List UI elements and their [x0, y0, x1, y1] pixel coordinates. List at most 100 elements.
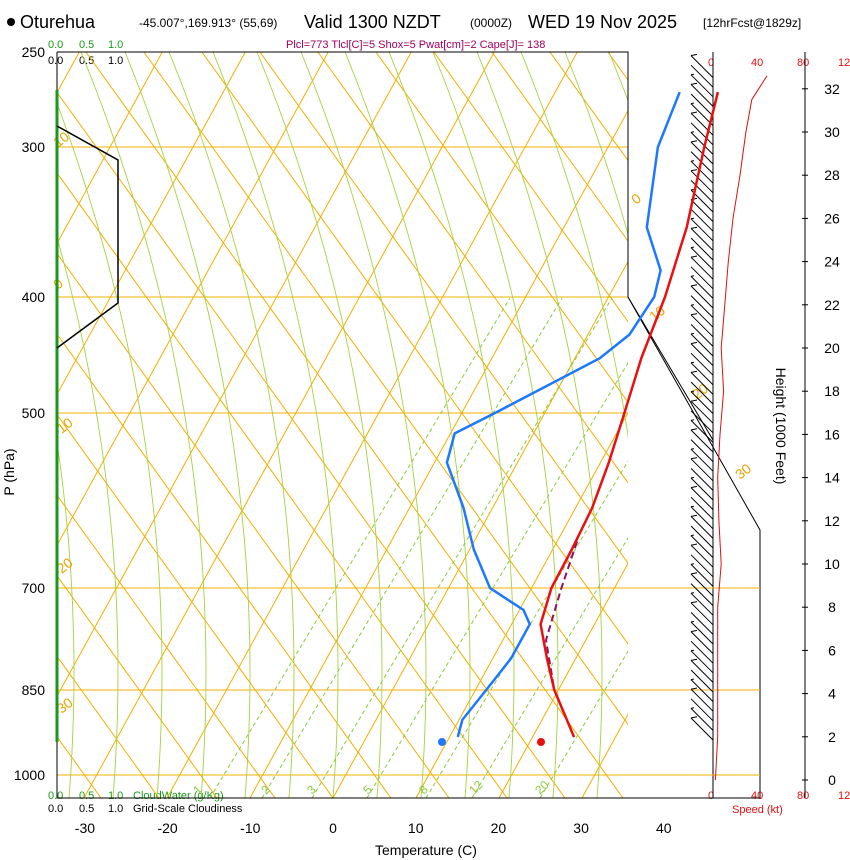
- mixing-ratio-label-6: 20: [532, 778, 552, 798]
- isotherm-label-5: 0: [628, 190, 644, 208]
- speed-tick-top-2: 80: [797, 57, 809, 69]
- cloud-scale-top2-2: 1.0: [108, 55, 123, 67]
- mixing-ratio-line-5: [471, 537, 628, 798]
- wind-barb-7: [690, 650, 714, 674]
- height-tick-2: 2: [828, 729, 836, 745]
- height-axis-label: Height (1000 Feet): [773, 368, 789, 485]
- wind-barb-flag-52: [690, 217, 695, 220]
- wind-barb-18: [690, 544, 714, 568]
- wind-barb-58: [690, 160, 714, 184]
- isotherm-20: [498, 562, 628, 798]
- moist-adiabat-11: [432, 52, 559, 798]
- wind-barb-flag-51: [690, 226, 698, 229]
- wind-barb-flag-22: [690, 505, 695, 508]
- wind-barb-flag-67: [690, 73, 695, 76]
- p-tick-850: 850: [22, 682, 46, 698]
- wind-barb-8: [690, 640, 714, 664]
- cloud-scale-top2-0: 0.0: [48, 55, 63, 67]
- dry-adiabat-18: [57, 91, 566, 798]
- wind-barb-30: [690, 429, 714, 453]
- speed-tick-top-3: 12: [838, 57, 850, 69]
- wind-barb-flag-34: [690, 390, 695, 393]
- temperature-line: [539, 91, 720, 738]
- wind-barb-34: [690, 391, 714, 414]
- moist-adiabat-12: [476, 52, 603, 798]
- dry-adiabat-19: [85, 52, 624, 798]
- wind-barb-10: [690, 621, 714, 645]
- isotherm--30: [83, 52, 495, 798]
- wind-barb-41: [690, 324, 714, 347]
- mixing-ratio-label-3: 5: [360, 782, 375, 797]
- wind-barb-flag-13: [690, 592, 695, 594]
- valid-date: WED 19 Nov 2025: [528, 12, 677, 32]
- wind-barb-flag-15: [690, 572, 698, 575]
- moist-adiabat-13: [520, 52, 628, 439]
- wind-barb-15: [690, 573, 714, 597]
- wind-barb-44: [690, 295, 714, 318]
- wind-barb-flag-27: [690, 457, 698, 460]
- wind-barb-flag-21: [690, 514, 698, 517]
- wind-barb-flag-28: [690, 448, 695, 450]
- isotherm-label-4: -30: [50, 694, 76, 719]
- wind-barb-flag-1: [690, 707, 695, 709]
- station-marker-icon: [7, 18, 15, 26]
- p-tick-700: 700: [22, 580, 46, 596]
- x-tick-0: 0: [329, 820, 337, 836]
- moist-adiabat-16: [653, 52, 778, 798]
- wind-barb-flag-46: [690, 275, 695, 277]
- wind-barb-51: [690, 228, 714, 251]
- dry-adiabat-25: [433, 52, 628, 323]
- wind-barb-6: [690, 660, 714, 683]
- wind-barb-flag-31: [690, 419, 695, 421]
- wind-barb-flag-39: [690, 341, 698, 345]
- speed-tick-bottom-2: 80: [797, 790, 809, 802]
- dry-adiabat-24: [375, 52, 628, 404]
- p-tick-400: 400: [22, 289, 46, 305]
- wind-barb-43: [690, 304, 714, 328]
- wind-barb-flag-49: [690, 246, 695, 249]
- wind-barb-flag-6: [690, 658, 698, 661]
- dry-adiabat-13: [57, 494, 276, 798]
- dry-adiabat-16: [57, 252, 450, 798]
- wind-barb-flag-40: [690, 332, 695, 335]
- wind-barb-flag-10: [690, 620, 695, 623]
- moist-adiabat-8: [300, 52, 427, 798]
- wind-barb-21: [690, 516, 714, 539]
- p-tick-250: 250: [22, 44, 46, 60]
- wind-barb-13: [690, 592, 714, 616]
- wind-barb-flag-61: [690, 131, 695, 133]
- wind-barb-52: [690, 218, 714, 242]
- wind-barb-29: [690, 439, 714, 462]
- wind-barb-flag-12: [690, 601, 698, 604]
- surface-dewpoint-dot: [438, 738, 446, 746]
- wind-barb-33: [690, 400, 714, 424]
- station-name: Oturehua: [20, 12, 96, 32]
- wind-barb-0: [690, 717, 714, 741]
- valid-time-zulu: (0000Z): [470, 16, 512, 30]
- wind-barb-50: [690, 237, 714, 261]
- moist-adiabat-1: [57, 235, 119, 798]
- x-tick-40: 40: [656, 820, 672, 836]
- wind-barb-flag-69: [690, 53, 698, 57]
- cloud-scale-top-2: 1.0: [108, 39, 123, 51]
- isotherm-label-8: 30: [732, 460, 754, 482]
- p-tick-300: 300: [22, 139, 46, 155]
- wind-barb-flag-45: [690, 284, 698, 287]
- wind-barb-flag-37: [690, 361, 695, 364]
- skew-boundary: [627, 296, 714, 441]
- moist-adiabat-9: [344, 52, 471, 798]
- dry-adiabat-11: [57, 655, 160, 798]
- wind-barb-flag-55: [690, 188, 695, 191]
- wind-barb-24: [690, 487, 714, 510]
- wind-barb-35: [690, 381, 714, 405]
- cloud-scale-top-0: 0.0: [48, 39, 63, 51]
- mixing-ratio-line-6: [539, 650, 628, 798]
- wind-barb-flag-63: [690, 111, 698, 114]
- x-tick--20: -20: [157, 820, 177, 836]
- isotherm--70: [57, 52, 163, 245]
- cloudiness-outline: [56, 125, 119, 349]
- wind-barb-flag-30: [690, 428, 698, 431]
- height-tick-30: 30: [824, 124, 840, 140]
- pressure-tick-labels: 250 300 400 500 700 850 1000: [14, 44, 45, 783]
